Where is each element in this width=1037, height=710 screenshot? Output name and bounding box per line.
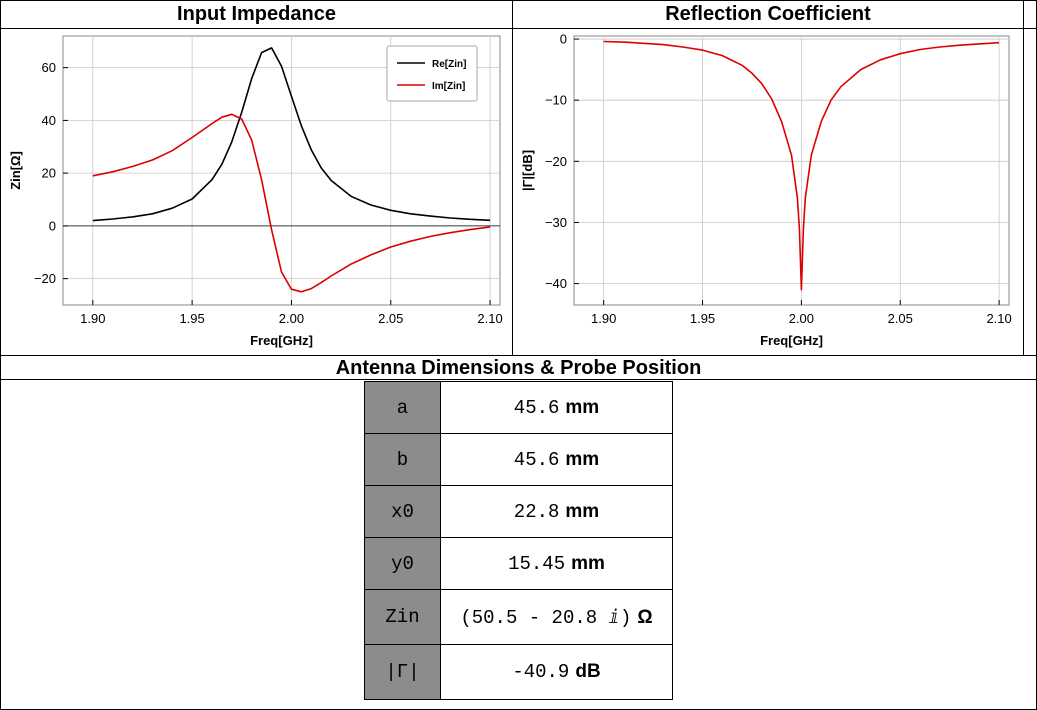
y-tick-label: 40 <box>42 113 56 128</box>
y-tick-label: 60 <box>42 60 56 75</box>
y-tick-label: −30 <box>545 215 567 230</box>
dimension-value-cell: 22.8 mm <box>440 485 673 538</box>
dimension-row: |Γ| -40.9 dB <box>364 644 673 700</box>
x-tick-label: 2.10 <box>986 311 1011 326</box>
dimension-row: Zin (50.5 - 20.8 ⅈ) Ω <box>364 589 673 645</box>
reflection-coefficient-chart: 1.90 1.95 2.00 2.05 2.10 0 −10 −20 −30 −40 Freq[GH… <box>520 32 1012 348</box>
x-tick-label: 2.00 <box>279 311 304 326</box>
bottom-title-cell: Antenna Dimensions & Probe Position <box>0 355 1037 380</box>
legend-label-2: Im[Zin] <box>432 81 465 92</box>
dimension-row: b 45.6 mm <box>364 433 673 486</box>
dimension-value-cell: 15.45 mm <box>440 537 673 590</box>
y-tick-label: 20 <box>42 166 56 181</box>
x-tick-label: 1.95 <box>690 311 715 326</box>
dimension-key: x0 <box>364 485 441 538</box>
dimension-value-cell: 45.6 mm <box>440 433 673 486</box>
dimension-row: a 45.6 mm <box>364 381 673 434</box>
bottom-panel-title: Antenna Dimensions & Probe Position <box>335 357 702 379</box>
right-title-cell: Reflection Coefficient <box>512 0 1024 29</box>
empty-chart-cell <box>1023 28 1037 356</box>
left-title-cell: Input Impedance <box>0 0 513 29</box>
dimension-key: y0 <box>364 537 441 590</box>
y-tick-label: −40 <box>545 276 567 291</box>
dimension-row: y0 15.45 mm <box>364 537 673 590</box>
input-impedance-chart: 1.90 1.95 2.00 2.05 2.10 −20 0 20 40 60 Freq[GHz] Z… <box>8 35 503 348</box>
dimension-value-cell: 45.6 mm <box>440 381 673 434</box>
series-line-2 <box>92 113 491 293</box>
dimension-value: 45.6 <box>513 396 560 419</box>
series-line-1 <box>92 47 491 222</box>
x-tick-label: 2.05 <box>888 311 913 326</box>
y-axis-label: |Γ|[dB] <box>520 150 535 191</box>
dimension-value: 45.6 <box>513 448 560 471</box>
y-tick-label: −20 <box>545 154 567 169</box>
dimension-value: (50.5 - 20.8 ⅈ) <box>460 606 632 629</box>
dimension-unit: mm <box>565 448 600 470</box>
dimension-row: x0 22.8 mm <box>364 485 673 538</box>
x-tick-label: 1.95 <box>179 311 204 326</box>
dimension-unit: Ω <box>637 606 653 628</box>
dimension-unit: dB <box>575 661 601 682</box>
x-tick-label: 2.05 <box>378 311 403 326</box>
legend-box <box>386 45 478 102</box>
x-tick-label: 2.00 <box>789 311 814 326</box>
empty-title-cell <box>1023 0 1037 29</box>
dimension-key: b <box>364 433 441 486</box>
series-line-1 <box>603 40 1000 291</box>
y-tick-label: −20 <box>34 271 56 286</box>
dimension-value-cell: (50.5 - 20.8 ⅈ) Ω <box>440 589 673 645</box>
x-tick-label: 1.90 <box>591 311 616 326</box>
dimension-value-cell: -40.9 dB <box>440 644 673 700</box>
plot-frame <box>573 35 1010 306</box>
dimension-value: 15.45 <box>508 552 566 575</box>
y-tick-label: 0 <box>49 218 56 233</box>
y-axis-label: Zin[Ω] <box>8 151 23 190</box>
dimension-value: 22.8 <box>513 500 560 523</box>
x-axis-label: Freq[GHz] <box>760 333 823 348</box>
left-panel-title: Input Impedance <box>177 3 336 25</box>
x-tick-label: 1.90 <box>80 311 105 326</box>
dimension-unit: mm <box>565 396 600 418</box>
dimension-unit: mm <box>565 500 600 522</box>
dimension-key: |Γ| <box>364 644 441 700</box>
right-panel-title: Reflection Coefficient <box>665 3 871 25</box>
dimension-unit: mm <box>571 552 605 574</box>
x-axis-label: Freq[GHz] <box>250 333 313 348</box>
dimension-key: a <box>364 381 441 434</box>
y-tick-label: 0 <box>560 32 567 47</box>
legend-label-1: Re[Zin] <box>432 59 466 70</box>
y-tick-label: −10 <box>545 93 567 108</box>
dimension-key: Zin <box>364 589 441 645</box>
dimensions-table: a 45.6 mm b 45.6 mm x0 22.8 mm y0 15.45 mm Zin (50.5 … <box>364 381 673 700</box>
dimension-value: -40.9 <box>512 661 570 683</box>
x-tick-label: 2.10 <box>477 311 502 326</box>
